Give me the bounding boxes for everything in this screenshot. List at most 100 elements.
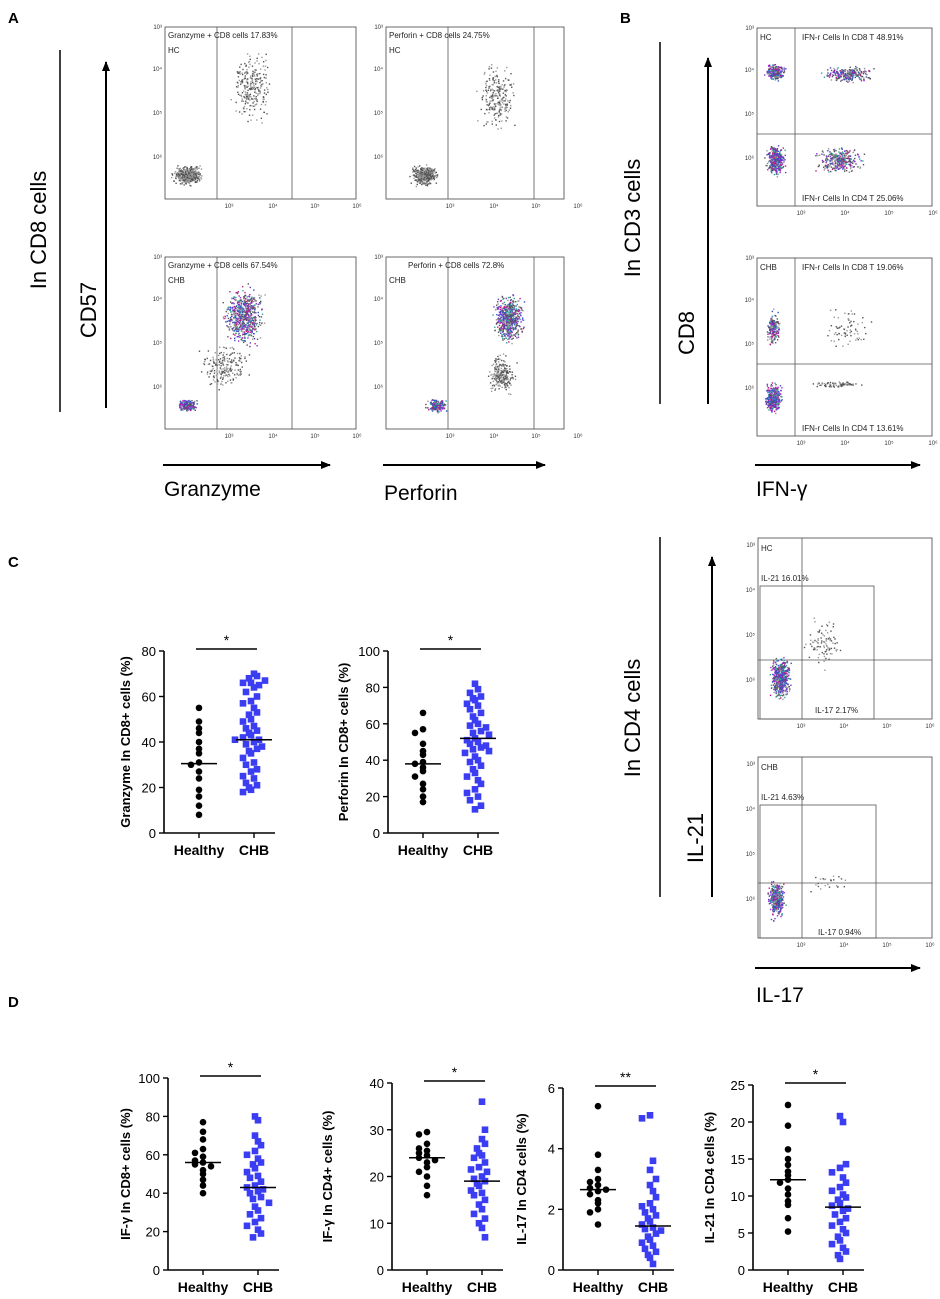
flow-event-dot — [418, 176, 420, 179]
flow-event-dot — [854, 70, 856, 73]
flow-event-dot — [236, 328, 239, 330]
flow-event-dot — [774, 327, 776, 330]
flow-event-dot — [249, 63, 251, 66]
flow-event-dot — [185, 401, 187, 403]
flow-event-dot — [836, 68, 839, 70]
flow-event-dot — [847, 152, 849, 154]
flow-event-dot — [497, 326, 499, 328]
flow-event-dot — [239, 374, 241, 377]
flow-event-dot — [848, 151, 850, 153]
panel-a-side-title: In CD8 cells — [26, 171, 51, 290]
flow-event-dot — [507, 335, 509, 337]
flow-event-dot — [782, 75, 785, 77]
flow-event-dot — [777, 164, 780, 166]
flow-event-dot — [243, 324, 246, 327]
flow-event-dot — [256, 57, 258, 60]
flow-event-dot — [245, 100, 247, 102]
flow-event-dot — [498, 384, 500, 386]
flow-event-dot — [227, 336, 229, 338]
flow-event-dot — [249, 324, 252, 326]
flow-event-dot — [497, 95, 499, 97]
flow-event-dot — [776, 148, 779, 150]
flow-event-dot — [431, 409, 434, 411]
flow-event-dot — [775, 72, 777, 75]
flow-event-dot — [242, 341, 245, 344]
flow-event-dot — [785, 68, 787, 70]
flow-event-dot — [248, 96, 251, 98]
flow-event-dot — [184, 182, 187, 184]
flow-event-dot — [213, 361, 215, 363]
flow-event-dot — [491, 377, 493, 380]
flow-event-dot — [511, 311, 513, 313]
flow-event-dot — [502, 324, 505, 326]
flow-event-dot — [197, 167, 199, 170]
flow-event-dot — [221, 359, 224, 362]
flow-event-dot — [427, 400, 429, 402]
flow-event-dot — [837, 67, 839, 69]
flow-event-dot — [230, 382, 232, 384]
flow-event-dot — [426, 167, 429, 170]
flow-event-dot — [427, 177, 429, 179]
flow-event-dot — [491, 373, 493, 376]
flow-event-dot — [504, 108, 506, 110]
flow-event-dot — [182, 170, 185, 173]
flow-event-dot — [185, 177, 187, 179]
flow-event-dot — [247, 85, 249, 88]
flow-event-dot — [252, 332, 255, 335]
flow-plot-frame — [385, 256, 565, 430]
flow-event-dot — [438, 404, 440, 407]
flow-event-dot — [845, 74, 847, 76]
flow-event-dot — [238, 317, 240, 319]
flow-event-dot — [771, 68, 773, 71]
flow-event-dot — [512, 301, 514, 303]
flow-event-dot — [504, 367, 506, 369]
flow-event-dot — [865, 76, 868, 78]
flow-event-dot — [248, 325, 250, 327]
flow-event-dot — [778, 160, 780, 162]
flow-event-dot — [254, 315, 256, 318]
flow-event-dot — [437, 407, 440, 409]
flow-event-dot — [492, 363, 495, 366]
flow-event-dot — [827, 72, 829, 74]
flow-event-dot — [505, 109, 507, 112]
flow-event-dot — [494, 109, 496, 111]
flow-event-dot — [491, 107, 493, 109]
flow-event-dot — [778, 169, 780, 171]
flow-event-dot — [183, 168, 185, 171]
flow-event-dot — [777, 330, 779, 332]
flow-x-tick-label: 10⁴ — [268, 203, 278, 210]
flow-event-dot — [512, 378, 514, 380]
flow-event-dot — [495, 124, 497, 126]
flow-event-dot — [777, 156, 780, 159]
flow-event-dot — [506, 364, 508, 367]
flow-event-dot — [505, 98, 507, 100]
flow-event-dot — [517, 313, 520, 315]
flow-event-dot — [247, 316, 249, 319]
flow-event-dot — [504, 370, 506, 372]
flow-event-dot — [776, 334, 778, 337]
flow-event-dot — [496, 89, 498, 92]
flow-event-dot — [768, 64, 770, 67]
flow-event-dot — [223, 359, 225, 361]
flow-event-dot — [868, 70, 870, 72]
flow-event-dot — [842, 164, 844, 166]
flow-event-dot — [515, 322, 518, 324]
flow-event-dot — [501, 374, 504, 376]
flow-event-dot — [831, 157, 833, 159]
flow-event-dot — [242, 324, 244, 327]
flow-event-dot — [521, 319, 524, 321]
flow-event-dot — [863, 153, 866, 155]
flow-event-dot — [235, 305, 238, 308]
flow-event-dot — [830, 166, 833, 168]
flow-event-dot — [220, 365, 222, 367]
flow-event-dot — [509, 371, 512, 373]
flow-event-dot — [846, 77, 848, 80]
flow-event-dot — [497, 308, 500, 310]
flow-event-dot — [500, 317, 502, 319]
flow-event-dot — [255, 300, 257, 302]
flow-event-dot — [255, 103, 258, 105]
flow-event-dot — [249, 99, 251, 101]
flow-event-dot — [836, 166, 839, 168]
flow-event-dot — [231, 372, 234, 374]
flow-event-dot — [171, 173, 173, 175]
